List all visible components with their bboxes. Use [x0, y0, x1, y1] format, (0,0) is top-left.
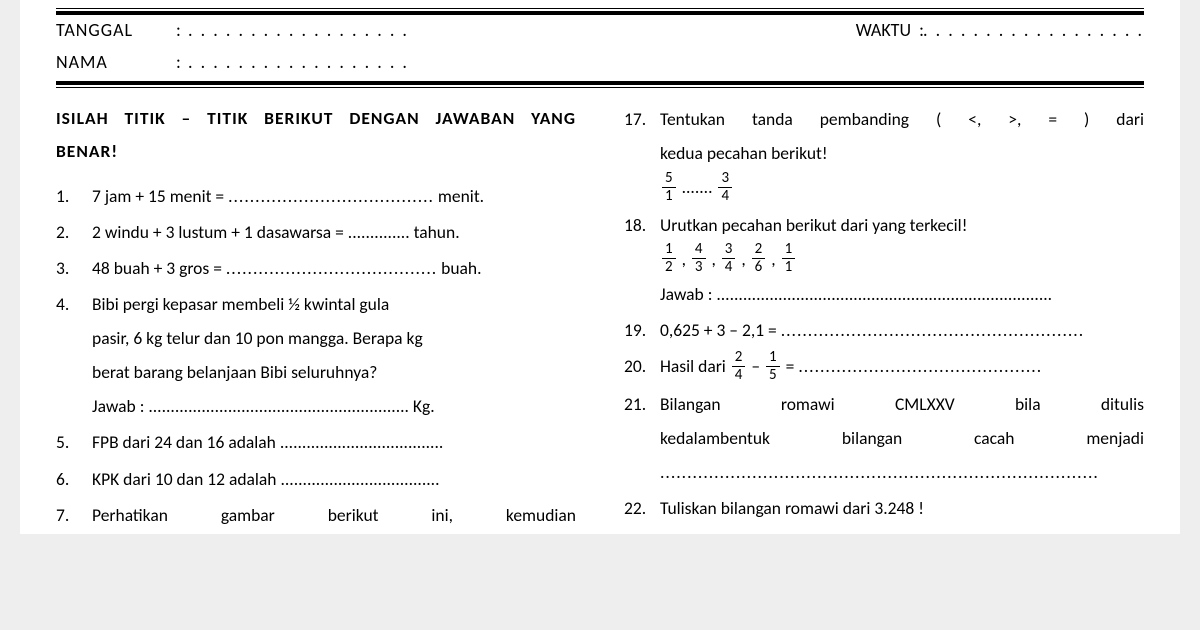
- q-num: 4.: [56, 287, 92, 424]
- question-list-right: 17. Tentukan tanda pembanding ( <, >, = …: [624, 102, 1144, 525]
- dots-tanggal: . . . . . . . . . . . . . . . . . .: [188, 19, 409, 41]
- row-nama: NAMA : . . . . . . . . . . . . . . . . .…: [56, 51, 409, 73]
- q-num: 1.: [56, 179, 92, 213]
- header-left: TANGGAL : . . . . . . . . . . . . . . . …: [56, 19, 409, 73]
- colon: :: [176, 19, 188, 41]
- label-nama: NAMA: [56, 51, 176, 73]
- rule-top-thin: [56, 8, 1144, 9]
- q-num: 18.: [624, 208, 660, 312]
- fraction: 15: [766, 350, 780, 383]
- q-text: Bilangan romawi CMLXXV bila ditulis keda…: [660, 387, 1144, 489]
- fraction: 12: [662, 242, 676, 275]
- q-num: 3.: [56, 251, 92, 285]
- fraction: 11: [782, 242, 796, 275]
- q-text: Bibi pergi kepasar membeli ½ kwintal gul…: [92, 287, 576, 424]
- q-text: Urutkan pecahan berikut dari yang terkec…: [660, 208, 1144, 312]
- q5: 5. FPB dari 24 dan 16 adalah ...........…: [56, 425, 576, 459]
- q7: 7. Perhatikan gambar berikut ini, kemudi…: [56, 498, 576, 532]
- q-num: 22.: [624, 491, 660, 525]
- content-columns: ISILAH TITIK – TITIK BERIKUT DENGAN JAWA…: [56, 102, 1144, 534]
- dots-nama: . . . . . . . . . . . . . . . . . .: [188, 51, 409, 73]
- label-tanggal: TANGGAL: [56, 19, 176, 41]
- column-left: ISILAH TITIK – TITIK BERIKUT DENGAN JAWA…: [56, 102, 576, 534]
- fraction: 43: [692, 242, 706, 275]
- q4: 4. Bibi pergi kepasar membeli ½ kwintal …: [56, 287, 576, 424]
- q-text: 0,625 + 3 – 2,1 = ......................…: [660, 313, 1144, 347]
- dots-waktu: . . . . . . . . . . . . . . . . . .: [923, 19, 1144, 73]
- q-num: 21.: [624, 387, 660, 489]
- worksheet-page: TANGGAL : . . . . . . . . . . . . . . . …: [20, 0, 1180, 534]
- q-text: Tentukan tanda pembanding ( <, >, = ) da…: [660, 102, 1144, 206]
- instruction: ISILAH TITIK – TITIK BERIKUT DENGAN JAWA…: [56, 102, 576, 169]
- q-text: 7 jam + 15 menit = .....................…: [92, 179, 576, 213]
- header: TANGGAL : . . . . . . . . . . . . . . . …: [56, 15, 1144, 79]
- fraction: 26: [752, 242, 766, 275]
- fraction: 51: [662, 171, 676, 204]
- label-waktu: WAKTU: [856, 19, 911, 73]
- colon: :: [911, 19, 923, 73]
- fraction: 24: [732, 350, 746, 383]
- q19: 19. 0,625 + 3 – 2,1 = ..................…: [624, 313, 1144, 347]
- q-num: 17.: [624, 102, 660, 206]
- q18: 18. Urutkan pecahan berikut dari yang te…: [624, 208, 1144, 312]
- q-num: 6.: [56, 462, 92, 496]
- fraction-row: 12 , 43 , 34 , 26 , 11: [660, 248, 797, 270]
- q22: 22. Tuliskan bilangan romawi dari 3.248 …: [624, 491, 1144, 525]
- q1: 1. 7 jam + 15 menit = ..................…: [56, 179, 576, 213]
- q-text: Perhatikan gambar berikut ini, kemudian: [92, 498, 576, 532]
- q-text: Tuliskan bilangan romawi dari 3.248 !: [660, 491, 1144, 525]
- q-num: 19.: [624, 313, 660, 347]
- q-text: FPB dari 24 dan 16 adalah ..............…: [92, 425, 576, 459]
- q3: 3. 48 buah + 3 gros = ..................…: [56, 251, 576, 285]
- q-text: KPK dari 10 dan 12 adalah ..............…: [92, 462, 576, 496]
- q-num: 5.: [56, 425, 92, 459]
- q6: 6. KPK dari 10 dan 12 adalah ...........…: [56, 462, 576, 496]
- fraction: 34: [722, 242, 736, 275]
- colon: :: [176, 51, 188, 73]
- q2: 2. 2 windu + 3 lustum + 1 dasawarsa = ..…: [56, 215, 576, 249]
- q-text: 48 buah + 3 gros = .....................…: [92, 251, 576, 285]
- rule-mid-thick: [56, 81, 1144, 85]
- q-num: 7.: [56, 498, 92, 532]
- row-tanggal: TANGGAL : . . . . . . . . . . . . . . . …: [56, 19, 409, 41]
- rule-mid-thin: [56, 87, 1144, 88]
- q20: 20. Hasil dari 24 – 15 = ...............…: [624, 349, 1144, 384]
- fraction: 34: [718, 171, 732, 204]
- row-waktu: WAKTU : . . . . . . . . . . . . . . . . …: [856, 19, 1144, 73]
- q17: 17. Tentukan tanda pembanding ( <, >, = …: [624, 102, 1144, 206]
- q-num: 20.: [624, 349, 660, 384]
- q-text: 2 windu + 3 lustum + 1 dasawarsa = .....…: [92, 215, 576, 249]
- q-num: 2.: [56, 215, 92, 249]
- column-right: 17. Tentukan tanda pembanding ( <, >, = …: [624, 102, 1144, 534]
- question-list-left: 1. 7 jam + 15 menit = ..................…: [56, 179, 576, 532]
- q21: 21. Bilangan romawi CMLXXV bila ditulis …: [624, 387, 1144, 489]
- q-text: Hasil dari 24 – 15 = ...................…: [660, 349, 1144, 384]
